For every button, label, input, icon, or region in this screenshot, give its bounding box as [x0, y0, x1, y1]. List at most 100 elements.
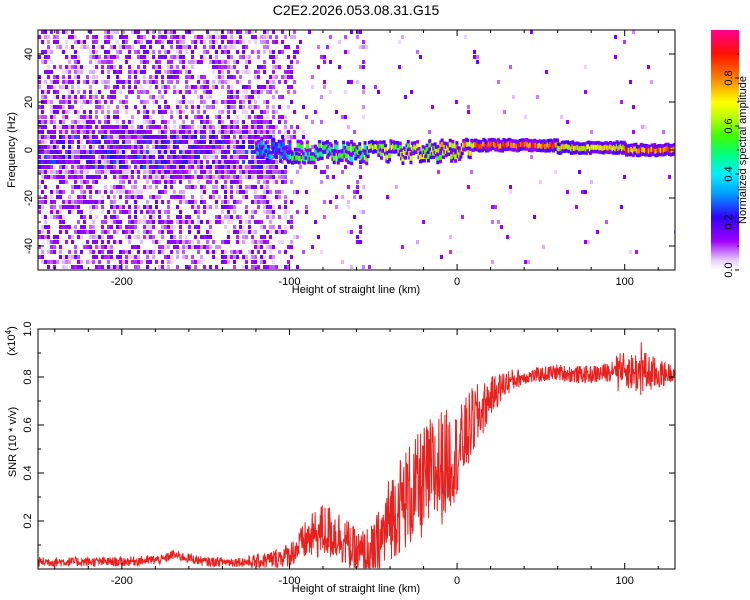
spectrogram-cell — [62, 50, 65, 54]
spectrogram-cell — [176, 145, 179, 149]
spectrogram-cell — [122, 120, 125, 124]
spectrogram-cell — [242, 85, 245, 89]
spectrogram-cell — [227, 230, 230, 234]
spectrogram-cell — [41, 50, 44, 54]
spectrogram-cell — [113, 185, 116, 189]
spectrogram-cell — [116, 160, 119, 164]
spectrogram-cell — [266, 30, 269, 34]
spectrogram-cell — [170, 110, 173, 114]
spectrogram-cell — [233, 140, 236, 144]
spectrogram-cell — [224, 205, 227, 209]
spectrogram-cell — [161, 220, 164, 224]
spectrogram-cell — [83, 80, 86, 84]
spectrogram-cell — [128, 210, 131, 214]
spectrogram-cell — [620, 205, 623, 209]
spectrogram-cell — [257, 195, 260, 199]
spectrogram-cell — [149, 225, 152, 229]
spectrogram-cell — [266, 160, 269, 164]
spectrogram-cell — [47, 55, 50, 59]
spectrogram-cell — [230, 170, 233, 174]
spectrogram-cell — [140, 40, 143, 44]
spectrogram-cell — [149, 75, 152, 79]
spectrogram-cell — [221, 125, 224, 129]
spectrogram-cell — [269, 125, 272, 129]
spectrogram-cell — [74, 125, 77, 129]
spectrogram-cell — [74, 55, 77, 59]
spectrogram-trace-cell — [296, 143, 300, 149]
spectrogram-cell — [170, 160, 173, 164]
snr-frame — [37, 328, 676, 570]
spectrogram-cell — [38, 115, 41, 119]
spectrogram-cell — [173, 70, 176, 74]
spectrogram-trace-cell — [451, 143, 455, 149]
spectrogram-cell — [233, 230, 236, 234]
spectrogram-cell — [206, 90, 209, 94]
spectrogram-cell — [194, 265, 197, 269]
spectrogram-cell — [140, 140, 143, 144]
spectrogram-trace-cell — [288, 143, 292, 149]
spectrogram-cell — [218, 195, 221, 199]
spectrogram-cell — [95, 60, 98, 64]
spectrogram-cell — [62, 120, 65, 124]
spectrogram-cell — [98, 150, 101, 154]
spectrogram-trace-cell — [468, 150, 472, 156]
spectrogram-cell — [110, 90, 113, 94]
spectrogram-cell — [188, 240, 191, 244]
spectrogram-cell — [53, 165, 56, 169]
spectrogram-cell — [272, 65, 275, 69]
spectrogram-cell — [146, 135, 149, 139]
spectrogram-cell — [269, 55, 272, 59]
spectrogram-cell — [107, 55, 110, 59]
spectrogram-cell — [104, 145, 107, 149]
spectrogram-cell — [92, 35, 95, 39]
spectrogram-cell — [89, 165, 92, 169]
spectrogram-cell — [449, 235, 452, 239]
spectrogram-cell — [212, 240, 215, 244]
spectrogram-cell — [527, 260, 530, 264]
spectrogram-cell — [227, 125, 230, 129]
spectrogram-cell — [74, 50, 77, 54]
spectrogram-cell — [221, 135, 224, 139]
spectrogram-cell — [71, 95, 74, 99]
spectrogram-cell — [374, 85, 377, 89]
spectrogram-cell — [185, 70, 188, 74]
spectrogram-cell — [77, 110, 80, 114]
spectrogram-cell — [104, 170, 107, 174]
spectrogram-cell — [221, 85, 224, 89]
spectrogram-cell — [224, 140, 227, 144]
spectrogram-cell — [194, 60, 197, 64]
spectrogram-cell — [41, 40, 44, 44]
spectrogram-cell — [233, 210, 236, 214]
spectrogram-cell — [227, 65, 230, 69]
spectrogram-cell — [122, 185, 125, 189]
spectrogram-cell — [107, 255, 110, 259]
spectrogram-cell — [137, 220, 140, 224]
spectrogram-cell — [209, 135, 212, 139]
spectrogram-cell — [137, 265, 140, 269]
spectrogram-cell — [53, 80, 56, 84]
spectrogram-cell — [41, 235, 44, 239]
spectrogram-cell — [242, 105, 245, 109]
y-tick-label: 0.8 — [22, 369, 34, 384]
spectrogram-cell — [44, 175, 47, 179]
spectrogram-cell — [236, 70, 239, 74]
spectrogram-cell — [344, 90, 347, 94]
spectrogram-cell — [80, 210, 83, 214]
spectrogram-cell — [74, 135, 77, 139]
spectrogram-cell — [167, 105, 170, 109]
spectrogram-cell — [218, 160, 221, 164]
spectrogram-cell — [119, 265, 122, 269]
spectrogram-cell — [104, 30, 107, 34]
spectrogram-cell — [158, 65, 161, 69]
spectrogram-cell — [167, 260, 170, 264]
spectrogram-cell — [209, 130, 212, 134]
spectrogram-cell — [128, 235, 131, 239]
spectrogram-cell — [191, 105, 194, 109]
spectrogram-cell — [104, 40, 107, 44]
spectrogram-cell — [116, 215, 119, 219]
spectrogram-cell — [173, 225, 176, 229]
spectrogram-cell — [242, 155, 245, 159]
spectrogram-cell — [209, 140, 212, 144]
spectrogram-cell — [95, 255, 98, 259]
spectrogram-cell — [65, 255, 68, 259]
